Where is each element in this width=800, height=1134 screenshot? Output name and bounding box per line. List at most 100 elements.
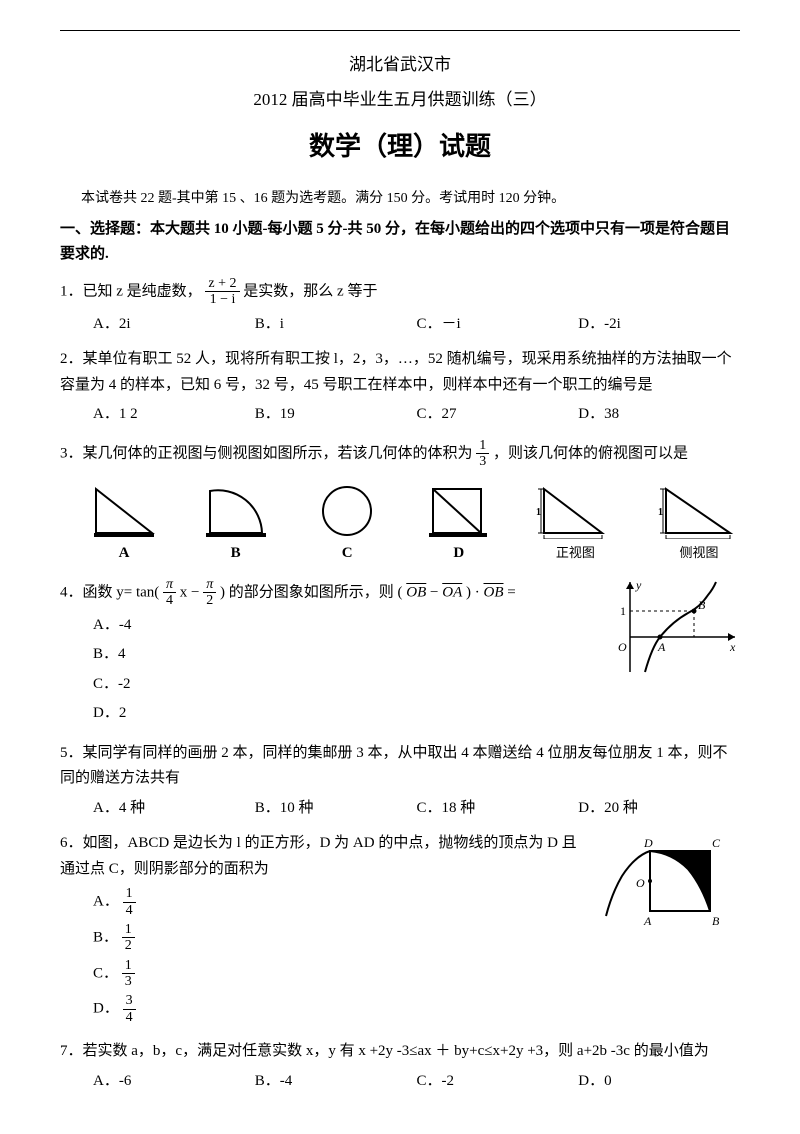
- q6-lbl-d: D: [643, 836, 653, 850]
- svg-text:1: 1: [536, 507, 541, 518]
- q4-pt-b: B: [698, 598, 706, 612]
- q4-f2-num: π: [203, 577, 216, 593]
- q6-options: A． 14 B． 12 C． 13 D． 34: [60, 886, 590, 1025]
- q3-shapes: A B C D: [60, 473, 740, 571]
- q3-stem-b: ，则该几何体的俯视图可以是: [493, 445, 688, 461]
- q3-stem-a: 3．某几何体的正视图与侧视图如图所示，若该几何体的体积为: [60, 445, 476, 461]
- q2-opt-b: B．19: [255, 402, 417, 428]
- question-1: 1．已知 z 是纯虚数， z + 2 1 − i 是实数，那么 z 等于 A．2…: [60, 276, 740, 337]
- q4-vec-oa: OA: [442, 584, 462, 600]
- q2-options: A．1 2 B．19 C．27 D．38: [60, 402, 740, 428]
- q6-c-pre: C．: [93, 965, 118, 981]
- q2-opt-d: D．38: [578, 402, 740, 428]
- front-view-icon: 1: [536, 483, 614, 539]
- q1-fraction: z + 2 1 − i: [205, 276, 239, 308]
- q7-stem: 7．若实数 a，b，c，满足对任意实数 x，y 有 x +2y -3≤ax ＋ …: [60, 1039, 740, 1065]
- question-5: 5．某同学有同样的画册 2 本，同样的集邮册 3 本，从中取出 4 本赠送给 4…: [60, 741, 740, 822]
- q6-opt-c: C． 13: [93, 958, 590, 990]
- section1-head: 一、选择题：本大题共 10 小题-每小题 5 分-共 50 分，在每小题给出的四…: [60, 217, 740, 268]
- quarter-icon: [202, 483, 270, 539]
- question-6: 6．如图，ABCD 是边长为 l 的正方形，D 为 AD 的中点，抛物线的顶点为…: [60, 831, 740, 1033]
- q2-opt-a: A．1 2: [93, 402, 255, 428]
- q4-opt-c: C．-2: [93, 672, 600, 698]
- q3-shape-c: C: [313, 483, 381, 567]
- q5-stem: 5．某同学有同样的画册 2 本，同样的集邮册 3 本，从中取出 4 本赠送给 4…: [60, 741, 740, 792]
- svg-text:1: 1: [658, 507, 663, 518]
- q3-fraction: 1 3: [476, 438, 489, 470]
- q6-d-pre: D．: [93, 1001, 119, 1017]
- q4-stem-a: 4．函数 y= tan(: [60, 584, 159, 600]
- q4-pt-a: A: [657, 640, 666, 654]
- q5-opt-a: A．4 种: [93, 796, 255, 822]
- q4-vec-ob2: OB: [484, 584, 504, 600]
- parabola-square-icon: D C O A B: [600, 831, 740, 931]
- q6-figure: D C O A B: [590, 831, 740, 941]
- q1-frac-num: z + 2: [205, 276, 239, 292]
- q3-front-view: 1 正视图: [536, 483, 614, 567]
- q4-ax-y: y: [635, 578, 642, 592]
- q4-stem-c: ) 的部分图象如图所示，则 (: [220, 584, 403, 600]
- q1-stem-a: 1．已知 z 是纯虚数，: [60, 283, 202, 299]
- q4-tick-1: 1: [620, 604, 626, 618]
- q4-figure: x y O 1 A B: [600, 577, 740, 687]
- q4-frac-1: π 4: [163, 577, 176, 609]
- q1-opt-b: B．i: [255, 312, 417, 338]
- header-line2: 2012 届高中毕业生五月供题训练（三）: [60, 86, 740, 115]
- q1-stem-b: 是实数，那么 z 等于: [243, 283, 377, 299]
- q4-stem-e: =: [507, 584, 515, 600]
- q4-vec-ob: OB: [406, 584, 426, 600]
- q6-lbl-o: O: [636, 876, 645, 890]
- question-3: 3．某几何体的正视图与侧视图如图所示，若该几何体的体积为 1 3 ，则该几何体的…: [60, 438, 740, 571]
- q3-label-cv: 侧视图: [679, 545, 718, 560]
- q3-label-d: D: [453, 545, 464, 561]
- q3-shape-b: B: [202, 483, 270, 567]
- q6-opt-d: D． 34: [93, 993, 590, 1025]
- tan-graph-icon: x y O 1 A B: [610, 577, 740, 677]
- q7-opt-a: A．-6: [93, 1069, 255, 1095]
- q4-opt-d: D．2: [93, 701, 600, 727]
- q7-opt-c: C．-2: [417, 1069, 579, 1095]
- q7-opt-b: B．-4: [255, 1069, 417, 1095]
- q7-opt-d: D．0: [578, 1069, 740, 1095]
- top-rule: [60, 30, 740, 31]
- q1-frac-den: 1 − i: [205, 292, 239, 307]
- q3-frac-den: 3: [476, 454, 489, 469]
- q6-b-pre: B．: [93, 929, 118, 945]
- q1-opt-d: D．-2i: [578, 312, 740, 338]
- q3-shape-d: D: [425, 483, 493, 567]
- q4-stem-b: x −: [180, 584, 203, 600]
- q4-options: A．-4 B．4 C．-2 D．2: [60, 613, 600, 727]
- q4-opt-b: B．4: [93, 642, 600, 668]
- q4-ax-x: x: [729, 640, 736, 654]
- q3-frac-num: 1: [476, 438, 489, 454]
- q3-label-b: B: [231, 545, 241, 561]
- question-7: 7．若实数 a，b，c，满足对任意实数 x，y 有 x +2y -3≤ax ＋ …: [60, 1039, 740, 1094]
- q3-label-a: A: [119, 545, 130, 561]
- question-2: 2．某单位有职工 52 人，现将所有职工按 l，2，3，…，52 随机编号，现采…: [60, 347, 740, 428]
- q5-opt-c: C．18 种: [417, 796, 579, 822]
- q6-lbl-c: C: [712, 836, 721, 850]
- q3-side-view: 1 侧视图: [658, 483, 740, 567]
- q4-f1-den: 4: [163, 593, 176, 608]
- circle-icon: [313, 483, 381, 539]
- q4-stem-d: ) ·: [466, 584, 484, 600]
- triangle-a-icon: [90, 483, 158, 539]
- q6-opt-a: A． 14: [93, 886, 590, 918]
- header-title: 数学（理）试题: [60, 125, 740, 169]
- q5-opt-b: B．10 种: [255, 796, 417, 822]
- q6-lbl-a: A: [643, 914, 652, 928]
- question-4: 4．函数 y= tan( π 4 x − π 2 ) 的部分图象如图所示，则 (…: [60, 577, 740, 735]
- exam-intro: 本试卷共 22 题-其中第 15 、16 题为选考题。满分 150 分。考试用时…: [60, 187, 740, 211]
- q2-opt-c: C．27: [417, 402, 579, 428]
- q4-opt-a: A．-4: [93, 613, 600, 639]
- q1-opt-a: A．2i: [93, 312, 255, 338]
- q6-lbl-b: B: [712, 914, 720, 928]
- q1-options: A．2i B．i C．－i D．-2i: [60, 312, 740, 338]
- q4-f1-num: π: [163, 577, 176, 593]
- q2-stem: 2．某单位有职工 52 人，现将所有职工按 l，2，3，…，52 随机编号，现采…: [60, 347, 740, 398]
- q3-shape-a: A: [90, 483, 158, 567]
- q5-opt-d: D．20 种: [578, 796, 740, 822]
- square-tri-icon: [425, 483, 493, 539]
- q4-frac-2: π 2: [203, 577, 216, 609]
- q4-pt-o: O: [618, 640, 627, 654]
